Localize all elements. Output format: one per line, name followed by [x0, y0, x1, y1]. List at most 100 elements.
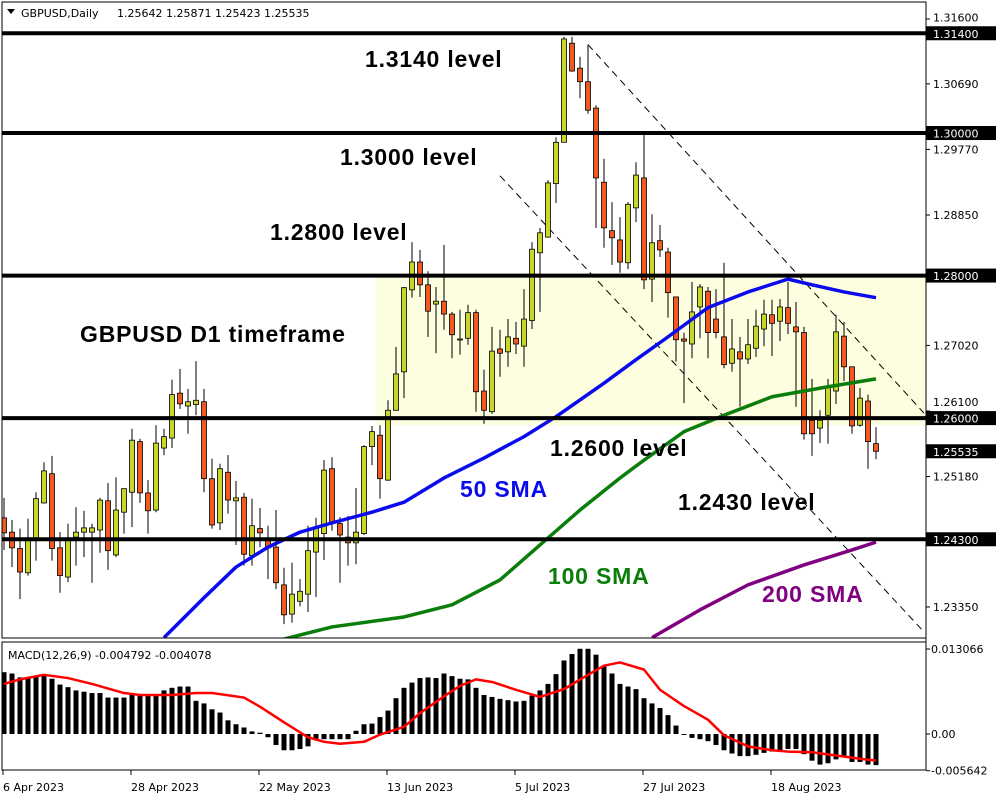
candle	[409, 242, 415, 298]
bull-candle-body	[193, 399, 199, 405]
candle	[617, 217, 623, 273]
current-price-box	[926, 444, 996, 459]
bull-candle-body	[753, 325, 759, 349]
bull-candle-body	[561, 38, 567, 143]
macd-histogram-bar	[577, 648, 583, 734]
bear-candle-body	[273, 546, 279, 584]
macd-histogram-bar	[697, 734, 703, 740]
macd-histogram-bar	[297, 734, 303, 749]
bear-candle-body	[577, 67, 583, 83]
macd-histogram-bar	[865, 734, 871, 765]
macd-histogram-bar	[137, 695, 143, 734]
bear-candle-body	[769, 314, 775, 324]
candle	[9, 520, 15, 568]
bear-candle-body	[601, 181, 607, 229]
bull-candle-body	[729, 348, 735, 364]
level-price-box	[926, 532, 996, 547]
sma-line-100	[283, 377, 877, 638]
candle	[681, 332, 687, 404]
macd-histogram-bar	[609, 673, 615, 734]
levels-layer	[2, 31, 926, 542]
candle	[225, 455, 231, 514]
macd-histogram-bar	[177, 686, 183, 734]
candle	[777, 299, 783, 342]
bear-candle-body	[809, 419, 815, 435]
candle	[361, 445, 367, 535]
bull-candle-body	[545, 182, 551, 238]
candle	[401, 286, 407, 399]
date-tick-label: 5 Jul 2023	[515, 781, 570, 794]
macd-histogram-bar	[833, 734, 839, 760]
macd-histogram-bar	[425, 677, 431, 734]
bear-candle-body	[785, 307, 791, 324]
macd-histogram-bar	[793, 734, 799, 749]
level-price-label: 1.28000	[933, 270, 979, 283]
candle	[457, 309, 463, 355]
macd-histogram-bar	[249, 731, 255, 734]
bear-candle-body	[201, 401, 207, 480]
macd-histogram-bar	[241, 727, 247, 734]
sma-line-50	[162, 277, 877, 638]
price-tick-label: 1.27020	[933, 339, 979, 352]
bull-candle-body	[761, 313, 767, 330]
candle	[465, 304, 471, 345]
candle	[753, 309, 759, 357]
bear-candle-body	[721, 336, 727, 366]
candle	[121, 488, 127, 534]
level-price-box	[926, 268, 996, 283]
price-tick-label: 1.28850	[933, 209, 979, 222]
bull-candle-body	[857, 397, 863, 426]
macd-histogram-bar	[153, 694, 159, 734]
triangle-down-icon[interactable]	[7, 9, 15, 14]
sma-line-200	[651, 540, 877, 638]
bear-candle-body	[713, 318, 719, 333]
level-price-box	[926, 411, 996, 426]
macd-histogram-bar	[289, 734, 295, 751]
date-tick-label: 13 Jun 2023	[387, 781, 453, 794]
bear-candle-body	[497, 348, 503, 354]
macd-histogram-bar	[145, 695, 151, 734]
candle	[601, 158, 607, 248]
bull-candle-body	[825, 386, 831, 416]
macd-histogram-bar	[273, 734, 279, 746]
chart-header[interactable]: GBPUSD,Daily 1.25642 1.25871 1.25423 1.2…	[7, 7, 309, 20]
candle	[449, 311, 455, 359]
candle	[873, 427, 879, 460]
macd-histogram-bar	[113, 697, 119, 734]
level-price-label: 1.31400	[933, 28, 979, 41]
macd-histogram-bar	[393, 698, 399, 734]
macd-histogram-bar	[593, 654, 599, 734]
candle	[433, 286, 439, 354]
bull-candle-body	[289, 593, 295, 615]
candle	[721, 262, 727, 369]
bull-candle-body	[457, 338, 463, 341]
macd-histogram-bar	[825, 734, 831, 764]
bull-candle-body	[25, 540, 31, 574]
current-price-label: 1.25535	[933, 446, 979, 459]
macd-histogram-bar	[385, 710, 391, 734]
candle	[425, 271, 431, 337]
candle	[265, 525, 271, 580]
macd-histogram-bar	[561, 660, 567, 734]
bear-candle-body	[617, 239, 623, 263]
bear-candle-body	[473, 312, 479, 393]
macd-histogram-bar	[417, 678, 423, 734]
candle	[209, 458, 215, 529]
bull-candle-body	[433, 300, 439, 305]
bull-candle-body	[153, 442, 159, 511]
bull-candle-body	[401, 287, 407, 373]
candle	[513, 321, 519, 354]
candle	[569, 36, 575, 72]
macd-histogram-bar	[257, 732, 263, 734]
bear-candle-body	[657, 240, 663, 251]
macd-histogram-bar	[553, 674, 559, 734]
candle	[561, 36, 567, 143]
bull-candle-body	[689, 311, 695, 345]
candle	[177, 368, 183, 409]
bull-candle-body	[233, 497, 239, 502]
bear-candle-body	[377, 434, 383, 480]
candle	[657, 224, 663, 258]
macd-tick-label: 0.013066	[931, 643, 984, 656]
sma-layer	[162, 277, 877, 638]
